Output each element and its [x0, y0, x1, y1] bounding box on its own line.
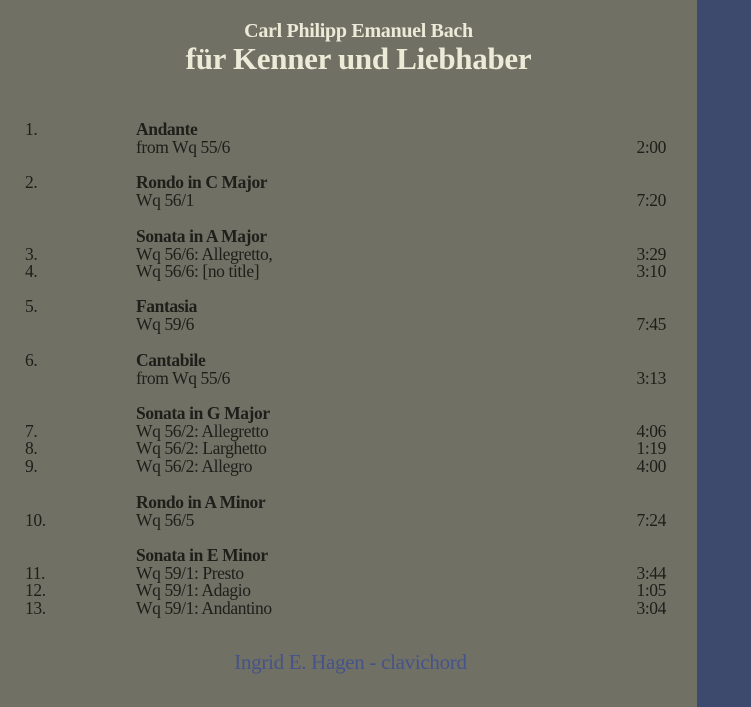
track-duration: 4:06	[636, 420, 666, 441]
track-number: 11.	[25, 562, 46, 583]
track-duration: 7:20	[636, 189, 666, 210]
track-duration: 7:24	[636, 509, 666, 530]
composer-name: Carl Philipp Emanuel Bach	[244, 20, 473, 42]
track-row: Wq 59/6 7:45	[0, 313, 697, 334]
track-number: 4.	[25, 261, 38, 282]
work-title: Sonata in G Major	[136, 403, 270, 423]
track-row: 3. Wq 56/6: Allegretto, 3:29	[0, 243, 697, 264]
track-title: from Wq 55/6	[136, 367, 231, 388]
track-row: 11. Wq 59/1: Presto 3:44	[0, 562, 697, 583]
track-title: Wq 56/6: Allegretto,	[136, 243, 273, 264]
group-header: 5. Fantasia	[0, 296, 697, 316]
track-number: 1.	[25, 119, 38, 139]
work-title: Fantasia	[136, 296, 197, 316]
work-title: Rondo in A Minor	[136, 492, 266, 512]
track-group: Rondo in A Minor 10. Wq 56/5 7:24	[0, 492, 697, 530]
work-title: Sonata in A Major	[136, 226, 267, 246]
track-title: Wq 56/2: Allegretto	[136, 420, 269, 441]
track-row: 13. Wq 59/1: Andantino 3:04	[0, 598, 697, 619]
track-duration: 1:19	[636, 438, 666, 459]
track-number: 8.	[25, 438, 38, 459]
track-title: Wq 56/1	[136, 189, 194, 210]
track-number: 7.	[25, 420, 38, 441]
track-title: Wq 56/5	[136, 509, 194, 530]
track-row: 12. Wq 59/1: Adagio 1:05	[0, 582, 697, 600]
track-number: 9.	[25, 456, 38, 477]
track-title: from Wq 55/6	[136, 136, 231, 157]
track-title: Wq 59/1: Andantino	[136, 598, 272, 619]
track-row: 7. Wq 56/2: Allegretto 4:06	[0, 420, 697, 441]
group-header: Rondo in A Minor	[0, 492, 697, 512]
track-title: Wq 59/1: Adagio	[136, 580, 251, 601]
track-group: 5. Fantasia Wq 59/6 7:45	[0, 296, 697, 334]
track-duration: 7:45	[636, 313, 666, 334]
track-duration: 3:04	[636, 598, 666, 619]
track-number: 2.	[25, 172, 38, 192]
work-title: Cantabile	[136, 350, 206, 370]
group-header: 1. Andante	[0, 119, 697, 139]
track-number: 5.	[25, 296, 38, 316]
track-duration: 3:13	[636, 367, 666, 388]
track-group: Sonata in A Major 3. Wq 56/6: Allegretto…	[0, 226, 697, 281]
track-duration: 3:29	[636, 243, 666, 264]
group-header: 2. Rondo in C Major	[0, 172, 697, 192]
track-number: 6.	[25, 350, 38, 370]
track-row: 8. Wq 56/2: Larghetto 1:19	[0, 440, 697, 458]
group-header: Sonata in E Minor	[0, 545, 697, 565]
track-duration: 1:05	[636, 580, 666, 601]
group-header: Sonata in A Major	[0, 226, 697, 246]
track-duration: 3:44	[636, 562, 666, 583]
track-duration: 2:00	[636, 136, 666, 157]
track-row: 4. Wq 56/6: [no title] 3:10	[0, 263, 697, 281]
track-number: 3.	[25, 243, 38, 264]
track-row: 10. Wq 56/5 7:24	[0, 509, 697, 530]
track-title: Wq 56/6: [no title]	[136, 261, 260, 282]
track-number: 10.	[25, 509, 46, 530]
album-title: für Kenner und Liebhaber	[185, 41, 532, 76]
performer: Ingrid E. Hagen - clavichord	[234, 650, 467, 674]
group-header: 6. Cantabile	[0, 350, 697, 370]
track-group: Sonata in E Minor 11. Wq 59/1: Presto 3:…	[0, 545, 697, 619]
track-row: from Wq 55/6 3:13	[0, 367, 697, 388]
track-row: from Wq 55/6 2:00	[0, 136, 697, 157]
side-strip	[697, 0, 751, 707]
track-row: 9. Wq 56/2: Allegro 4:00	[0, 456, 697, 477]
track-group: 1. Andante from Wq 55/6 2:00	[0, 119, 697, 157]
track-title: Wq 59/6	[136, 313, 194, 334]
work-title: Sonata in E Minor	[136, 545, 268, 565]
work-title: Rondo in C Major	[136, 172, 268, 192]
track-title: Wq 59/1: Presto	[136, 562, 244, 583]
track-row: Wq 56/1 7:20	[0, 189, 697, 210]
work-title: Andante	[136, 119, 198, 139]
track-title: Wq 56/2: Larghetto	[136, 438, 267, 459]
track-number: 12.	[25, 580, 46, 601]
track-group: Sonata in G Major 7. Wq 56/2: Allegretto…	[0, 403, 697, 477]
track-group: 6. Cantabile from Wq 55/6 3:13	[0, 350, 697, 388]
track-duration: 3:10	[636, 261, 666, 282]
track-group: 2. Rondo in C Major Wq 56/1 7:20	[0, 172, 697, 210]
track-title: Wq 56/2: Allegro	[136, 456, 253, 477]
track-duration: 4:00	[636, 456, 666, 477]
group-header: Sonata in G Major	[0, 403, 697, 423]
track-number: 13.	[25, 598, 46, 619]
